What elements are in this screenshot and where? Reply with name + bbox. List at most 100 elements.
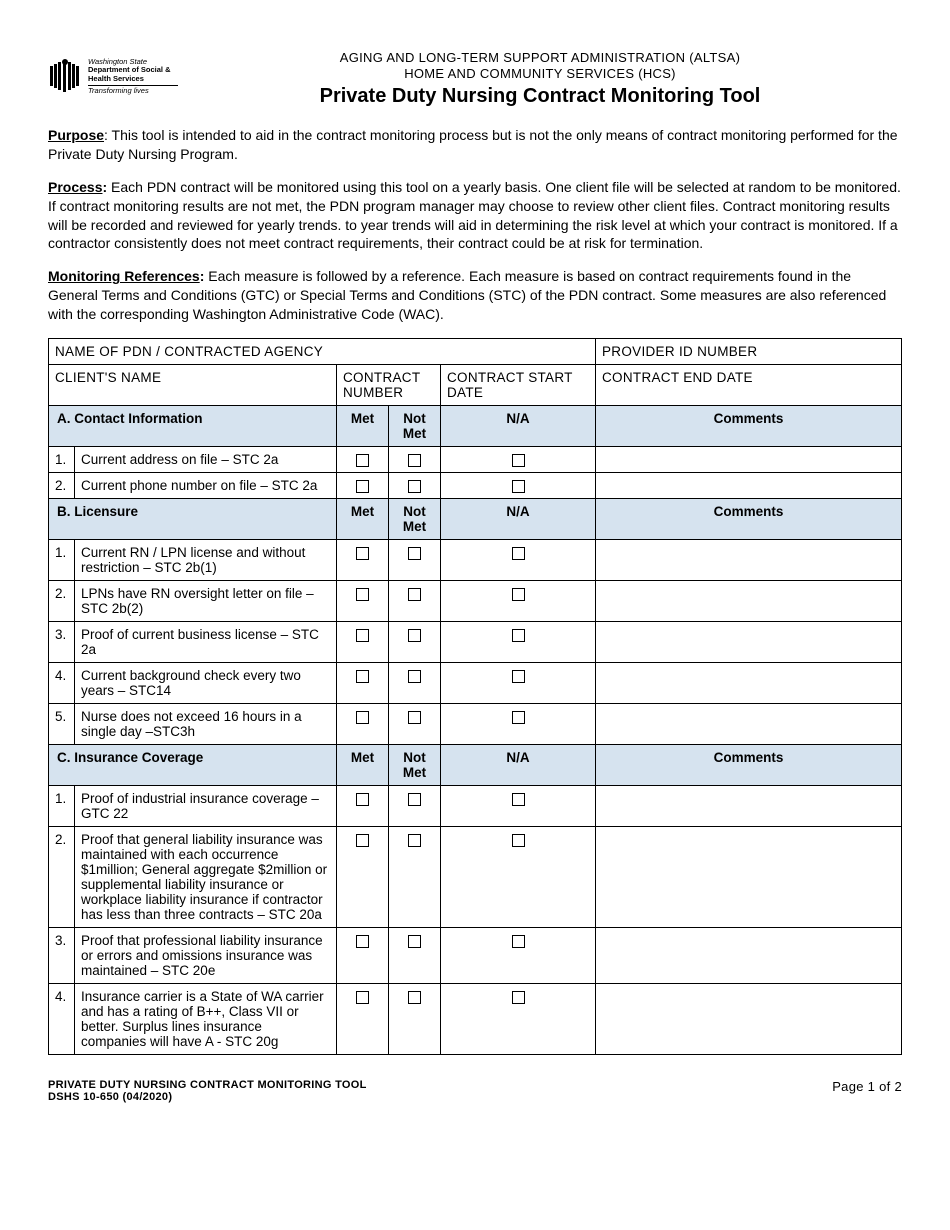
checkbox-not-met[interactable] <box>389 786 441 827</box>
checkbox-not-met[interactable] <box>389 581 441 622</box>
comments-cell[interactable] <box>596 447 902 473</box>
comments-cell[interactable] <box>596 473 902 499</box>
row-text: Proof of industrial insurance coverage –… <box>75 786 337 827</box>
row-text: Proof of current business license – STC … <box>75 622 337 663</box>
purpose-paragraph: Purpose: This tool is intended to aid in… <box>48 126 902 164</box>
checkbox-na[interactable] <box>441 581 596 622</box>
header-line2: HOME AND COMMUNITY SERVICES (HCS) <box>178 66 902 81</box>
checkbox-na[interactable] <box>441 473 596 499</box>
checkbox-na[interactable] <box>441 663 596 704</box>
comments-cell[interactable] <box>596 786 902 827</box>
page-title: Private Duty Nursing Contract Monitoring… <box>178 85 902 108</box>
provider-id-field[interactable]: PROVIDER ID NUMBER <box>596 339 902 365</box>
table-row: 4.Insurance carrier is a State of WA car… <box>49 984 902 1055</box>
comments-cell[interactable] <box>596 984 902 1055</box>
contract-end-field[interactable]: CONTRACT END DATE <box>596 365 902 406</box>
col-header-met: Met <box>337 745 389 786</box>
checkbox-na[interactable] <box>441 540 596 581</box>
logo-tagline: Transforming lives <box>88 85 178 95</box>
checkbox-met[interactable] <box>337 827 389 928</box>
checkbox-na[interactable] <box>441 786 596 827</box>
checkbox-met[interactable] <box>337 704 389 745</box>
refs-paragraph: Monitoring References: Each measure is f… <box>48 267 902 324</box>
row-number: 1. <box>49 540 75 581</box>
col-header-met: Met <box>337 499 389 540</box>
col-header-not-met: Not Met <box>389 406 441 447</box>
checkbox-met[interactable] <box>337 622 389 663</box>
section-title: A. Contact Information <box>49 406 337 447</box>
checkbox-met[interactable] <box>337 447 389 473</box>
process-paragraph: Process: Each PDN contract will be monit… <box>48 178 902 254</box>
info-row-1: NAME OF PDN / CONTRACTED AGENCY PROVIDER… <box>49 339 902 365</box>
checkbox-not-met[interactable] <box>389 663 441 704</box>
header-titles: AGING AND LONG-TERM SUPPORT ADMINISTRATI… <box>178 50 902 108</box>
comments-cell[interactable] <box>596 622 902 663</box>
section-header-C: C. Insurance CoverageMetNot MetN/ACommen… <box>49 745 902 786</box>
checkbox-na[interactable] <box>441 928 596 984</box>
contract-number-field[interactable]: CONTRACT NUMBER <box>337 365 441 406</box>
checkbox-met[interactable] <box>337 984 389 1055</box>
checkbox-not-met[interactable] <box>389 928 441 984</box>
table-row: 2.LPNs have RN oversight letter on file … <box>49 581 902 622</box>
row-number: 2. <box>49 581 75 622</box>
checkbox-na[interactable] <box>441 984 596 1055</box>
comments-cell[interactable] <box>596 540 902 581</box>
comments-cell[interactable] <box>596 928 902 984</box>
checkbox-not-met[interactable] <box>389 447 441 473</box>
checkbox-not-met[interactable] <box>389 540 441 581</box>
checkbox-na[interactable] <box>441 704 596 745</box>
table-row: 2.Current phone number on file – STC 2a <box>49 473 902 499</box>
row-number: 5. <box>49 704 75 745</box>
table-row: 1.Current RN / LPN license and without r… <box>49 540 902 581</box>
checkbox-na[interactable] <box>441 447 596 473</box>
purpose-text: : This tool is intended to aid in the co… <box>48 127 898 162</box>
agency-field[interactable]: NAME OF PDN / CONTRACTED AGENCY <box>49 339 596 365</box>
checkbox-met[interactable] <box>337 540 389 581</box>
checkbox-not-met[interactable] <box>389 473 441 499</box>
row-text: Nurse does not exceed 16 hours in a sing… <box>75 704 337 745</box>
comments-cell[interactable] <box>596 704 902 745</box>
client-name-field[interactable]: CLIENT'S NAME <box>49 365 337 406</box>
checkbox-not-met[interactable] <box>389 704 441 745</box>
col-header-met: Met <box>337 406 389 447</box>
checkbox-not-met[interactable] <box>389 622 441 663</box>
checkbox-not-met[interactable] <box>389 984 441 1055</box>
comments-cell[interactable] <box>596 581 902 622</box>
section-header-A: A. Contact InformationMetNot MetN/AComme… <box>49 406 902 447</box>
checkbox-not-met[interactable] <box>389 827 441 928</box>
info-row-2: CLIENT'S NAME CONTRACT NUMBER CONTRACT S… <box>49 365 902 406</box>
table-row: 5.Nurse does not exceed 16 hours in a si… <box>49 704 902 745</box>
row-number: 2. <box>49 473 75 499</box>
process-label: Process <box>48 179 102 195</box>
footer-title: PRIVATE DUTY NURSING CONTRACT MONITORING… <box>48 1079 367 1091</box>
checkbox-met[interactable] <box>337 663 389 704</box>
footer-form-number: DSHS 10-650 (04/2020) <box>48 1091 367 1103</box>
refs-label: Monitoring References <box>48 268 200 284</box>
checkbox-na[interactable] <box>441 827 596 928</box>
checkbox-met[interactable] <box>337 581 389 622</box>
checkbox-met[interactable] <box>337 786 389 827</box>
process-text: Each PDN contract will be monitored usin… <box>48 179 901 252</box>
intro-text: Purpose: This tool is intended to aid in… <box>48 126 902 324</box>
col-header-comments: Comments <box>596 499 902 540</box>
checkbox-na[interactable] <box>441 622 596 663</box>
contract-start-field[interactable]: CONTRACT START DATE <box>441 365 596 406</box>
purpose-label: Purpose <box>48 127 104 143</box>
logo-mark-icon <box>48 58 84 97</box>
table-row: 1.Proof of industrial insurance coverage… <box>49 786 902 827</box>
checkbox-met[interactable] <box>337 473 389 499</box>
row-number: 4. <box>49 663 75 704</box>
table-row: 2.Proof that general liability insurance… <box>49 827 902 928</box>
monitoring-table: NAME OF PDN / CONTRACTED AGENCY PROVIDER… <box>48 338 902 1055</box>
row-text: Current address on file – STC 2a <box>75 447 337 473</box>
col-header-not-met: Not Met <box>389 499 441 540</box>
row-number: 3. <box>49 622 75 663</box>
table-row: 3.Proof of current business license – ST… <box>49 622 902 663</box>
row-number: 1. <box>49 786 75 827</box>
comments-cell[interactable] <box>596 663 902 704</box>
comments-cell[interactable] <box>596 827 902 928</box>
checkbox-met[interactable] <box>337 928 389 984</box>
row-number: 4. <box>49 984 75 1055</box>
header-line1: AGING AND LONG-TERM SUPPORT ADMINISTRATI… <box>178 50 902 65</box>
col-header-na: N/A <box>441 499 596 540</box>
